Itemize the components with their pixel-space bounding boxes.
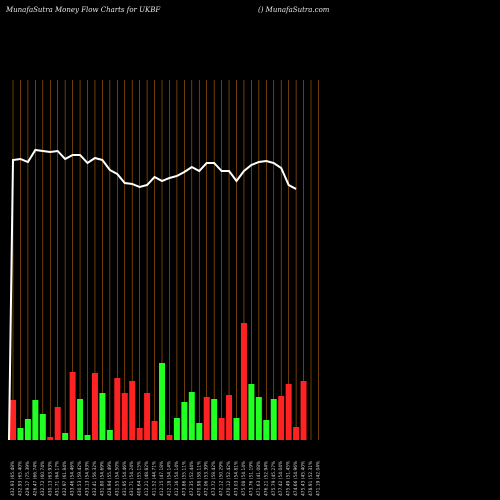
x-tick-label: 470.98 (58.11% — [196, 461, 202, 496]
chart-title: MunafaSutra Money Flow Charts for UKBF — [6, 6, 161, 14]
x-tick-label: 470.12 (52.42% — [226, 461, 232, 496]
inflow-bar — [188, 392, 195, 440]
outflow-bar — [285, 384, 292, 440]
inflow-bar — [173, 418, 180, 440]
outflow-bar — [151, 421, 158, 440]
x-tick-label: 431.80 (54.69% — [99, 461, 105, 496]
x-tick-label: 472.12 (50.29% — [219, 461, 225, 496]
x-tick-label: 428.94 (55.49% — [107, 461, 113, 496]
x-tick-label: 472.06 (53.39% — [204, 461, 210, 496]
inflow-bar — [39, 414, 46, 440]
x-tick-label: 433.13 (54.93% — [85, 461, 91, 496]
x-tick-label: 472.35 (52.44% — [189, 461, 195, 496]
grid-lines — [12, 80, 319, 440]
x-tick-label: 474.66 (54.96% — [293, 461, 299, 496]
x-tick-label: 432.93 (65.40% — [17, 461, 23, 496]
inflow-bar — [255, 397, 262, 440]
x-tick-label: 431.55 (54.50% — [114, 461, 120, 496]
x-tick-label: 473.03 (54.81% — [234, 461, 240, 496]
inflow-bar — [233, 418, 240, 440]
outflow-bar — [218, 418, 225, 440]
x-tick-label: 408.64 (55.15% — [137, 461, 143, 496]
outflow-bar — [300, 381, 307, 440]
inflow-bar — [77, 399, 84, 440]
x-tick-label: 426.47 (66.74% — [32, 461, 38, 496]
outflow-bar — [226, 395, 233, 440]
inflow-bar — [24, 419, 31, 440]
x-tick-label: 411.52 (44.71% — [152, 461, 158, 496]
site-credit: () MunafaSutra.com — [258, 6, 330, 14]
inflow-bar — [263, 420, 270, 440]
x-tick-label: 478.91 (52.31% — [308, 461, 314, 496]
x-tick-label: 412.21 (48.82% — [144, 461, 150, 496]
x-tick-label: 475.49 (51.45% — [286, 461, 292, 496]
inflow-bar — [248, 384, 255, 440]
x-tick-label: 477.42 (54.04% — [278, 461, 284, 496]
outflow-bar — [129, 381, 136, 440]
x-tick-label: 471.19 (42.04% — [315, 461, 321, 496]
inflow-bar — [211, 399, 218, 440]
x-tick-label: 432.72 (60.74% — [40, 461, 46, 496]
outflow-bar — [278, 396, 285, 440]
x-tick-label: 430.53 (59.42% — [77, 461, 83, 496]
x-tick-label: 432.97 (61.84% — [62, 461, 68, 496]
x-tick-label: 429.17 (75.39% — [25, 461, 31, 496]
outflow-bar — [54, 407, 61, 440]
inflow-bar — [17, 428, 24, 440]
inflow-bar — [270, 399, 277, 440]
inflow-bar — [196, 423, 203, 440]
x-tick-label: 432.41 (56.32% — [92, 461, 98, 496]
inflow-bar — [99, 393, 106, 440]
inflow-bar — [62, 433, 69, 440]
outflow-bar — [47, 437, 54, 440]
x-tick-label: 473.86 (55.11% — [181, 461, 187, 496]
x-tick-label: 431.95 (54.46% — [122, 461, 128, 496]
x-tick-label: 476.21 (52.94% — [263, 461, 269, 496]
outflow-bar — [144, 393, 151, 440]
x-tick-label: 432.93 (65.48% — [10, 461, 16, 496]
x-tick-label: 412.18 (54.14% — [166, 461, 172, 496]
money-flow-bars — [10, 323, 307, 440]
price-line — [8, 148, 297, 441]
outflow-bar — [166, 435, 173, 440]
inflow-bar — [106, 430, 113, 440]
outflow-bar — [136, 428, 143, 440]
x-tick-label: 471.63 (41.08% — [256, 461, 262, 496]
x-tick-label: 412.16 (54.14% — [174, 461, 180, 496]
outflow-bar — [69, 372, 76, 440]
outflow-bar — [10, 400, 16, 440]
outflow-bar — [203, 397, 210, 440]
x-tick-label: 433.46 (54.46% — [70, 461, 76, 496]
inflow-bar — [84, 435, 91, 440]
x-tick-label: 475.08 (54.14% — [241, 461, 247, 496]
outflow-bar — [293, 427, 300, 440]
x-tick-label: 431.71 (64.17% — [55, 461, 61, 496]
outflow-bar — [91, 373, 98, 440]
inflow-bar — [32, 400, 39, 440]
x-tick-label: 431.71 (54.24% — [129, 461, 135, 496]
outflow-bar — [240, 323, 247, 440]
x-tick-label: 473.72 (58.42% — [211, 461, 217, 496]
outflow-bar — [121, 393, 128, 440]
x-axis-labels: 432.93 (65.48% 432.93 (65.40% 429.17 (75.3… — [10, 461, 321, 496]
x-tick-label: 430.13 (63.93% — [47, 461, 53, 496]
inflow-bar — [181, 402, 188, 440]
price-series-line — [8, 148, 297, 441]
outflow-bar — [114, 378, 121, 440]
x-tick-label: 475.79 (45.27% — [271, 461, 277, 496]
x-tick-label: 475.43 (45.40% — [301, 461, 307, 496]
x-tick-label: 412.15 (47.18% — [159, 461, 165, 496]
x-tick-label: 473.76 (51.19% — [248, 461, 254, 496]
inflow-bar — [159, 363, 165, 440]
